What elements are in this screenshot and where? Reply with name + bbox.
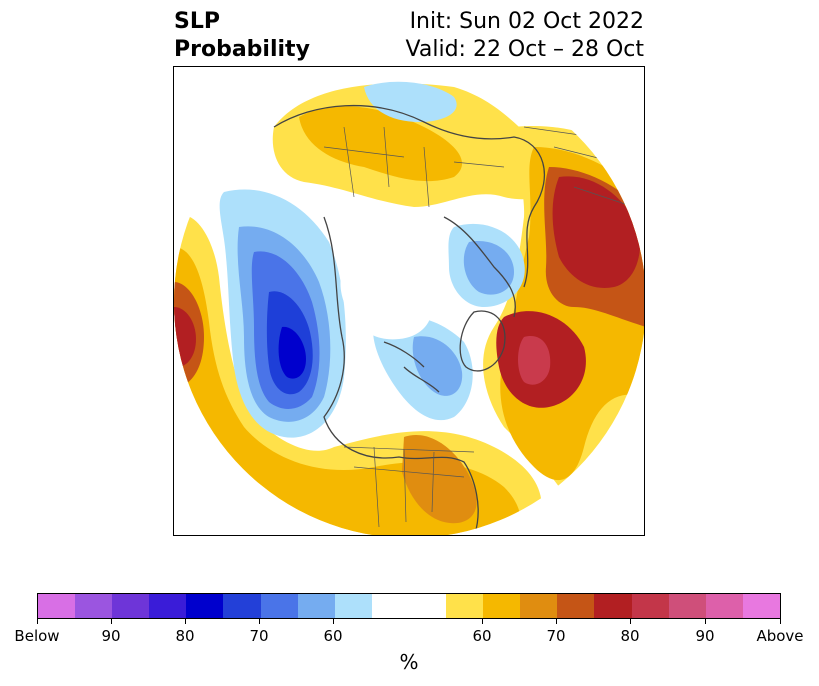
colorbar-seg-19	[742, 594, 780, 618]
colorbar-seg-9	[334, 594, 372, 618]
colorbar-seg-16	[631, 594, 669, 618]
colorbar-unit: %	[399, 650, 419, 674]
colorbar-seg-14	[557, 594, 595, 618]
colorbar-seg-1	[38, 594, 76, 618]
title-right: Init: Sun 02 Oct 2022 Valid: 22 Oct – 28…	[406, 8, 644, 64]
colorbar-seg-18	[705, 594, 743, 618]
colorbar-label-above: Above	[756, 627, 804, 645]
colorbar-tick	[482, 619, 483, 624]
colorbar-label-below: Below	[14, 627, 60, 645]
coast-eurasia	[273, 104, 546, 288]
colorbar-seg-8	[297, 594, 335, 618]
colorbar-label-below-80: 80	[175, 627, 195, 645]
colorbar-seg-11	[446, 594, 484, 618]
colorbar-seg-4	[149, 594, 187, 618]
colorbar-tick	[185, 619, 186, 624]
above-region-pacific-max	[174, 307, 196, 368]
above-region-atlantic-max	[518, 336, 551, 385]
coast-europe	[443, 216, 516, 318]
colorbar-label-above-60: 60	[472, 627, 492, 645]
title-left: SLP Probability	[174, 8, 310, 64]
above-region-north-europe-core	[299, 106, 463, 182]
coast-north-america	[323, 216, 479, 535]
colorbar-label-below-90: 90	[101, 627, 121, 645]
colorbar-label-above-90: 90	[695, 627, 715, 645]
colorbar-seg-12	[483, 594, 521, 618]
above-region-siberia-core	[552, 176, 641, 288]
colorbar-tick	[630, 619, 631, 624]
colorbar-seg-7	[260, 594, 298, 618]
borders-us	[343, 446, 475, 528]
polar-probability-map	[174, 67, 644, 535]
colorbar-tick	[111, 619, 112, 624]
borders-europe	[323, 126, 505, 208]
title-variable: SLP	[174, 9, 220, 34]
colorbar-seg-15	[594, 594, 632, 618]
colorbar-seg-2	[75, 594, 113, 618]
neutral-region-arctic	[340, 260, 433, 340]
colorbar-seg-3	[112, 594, 150, 618]
coast-greenland	[459, 310, 506, 372]
colorbar-tick	[333, 619, 334, 624]
colorbar-seg-10	[371, 594, 447, 618]
coastlines	[273, 104, 546, 535]
colorbar-label-above-70: 70	[546, 627, 566, 645]
colorbar-tick	[259, 619, 260, 624]
below-region-scandinavia-core	[463, 241, 514, 295]
colorbar	[37, 593, 781, 619]
colorbar-seg-17	[668, 594, 706, 618]
above-region-us-east	[402, 435, 477, 524]
colorbar-label-below-70: 70	[249, 627, 269, 645]
init-date: Init: Sun 02 Oct 2022	[409, 9, 644, 34]
title-metric: Probability	[174, 37, 310, 62]
valid-range: Valid: 22 Oct – 28 Oct	[405, 37, 644, 62]
colorbar-label-above-80: 80	[620, 627, 640, 645]
colorbar-label-below-60: 60	[323, 627, 343, 645]
colorbar-tick	[705, 619, 706, 624]
colorbar-seg-6	[223, 594, 261, 618]
colorbar-seg-5	[186, 594, 224, 618]
colorbar-tick	[556, 619, 557, 624]
colorbar-seg-13	[520, 594, 558, 618]
colorbar-tick	[780, 619, 781, 624]
map-panel	[173, 66, 645, 536]
colorbar-tick	[37, 619, 38, 624]
coast-arctic-islands	[383, 341, 440, 393]
below-region-alaska-core	[278, 326, 306, 379]
below-region-europe-north	[364, 81, 457, 122]
